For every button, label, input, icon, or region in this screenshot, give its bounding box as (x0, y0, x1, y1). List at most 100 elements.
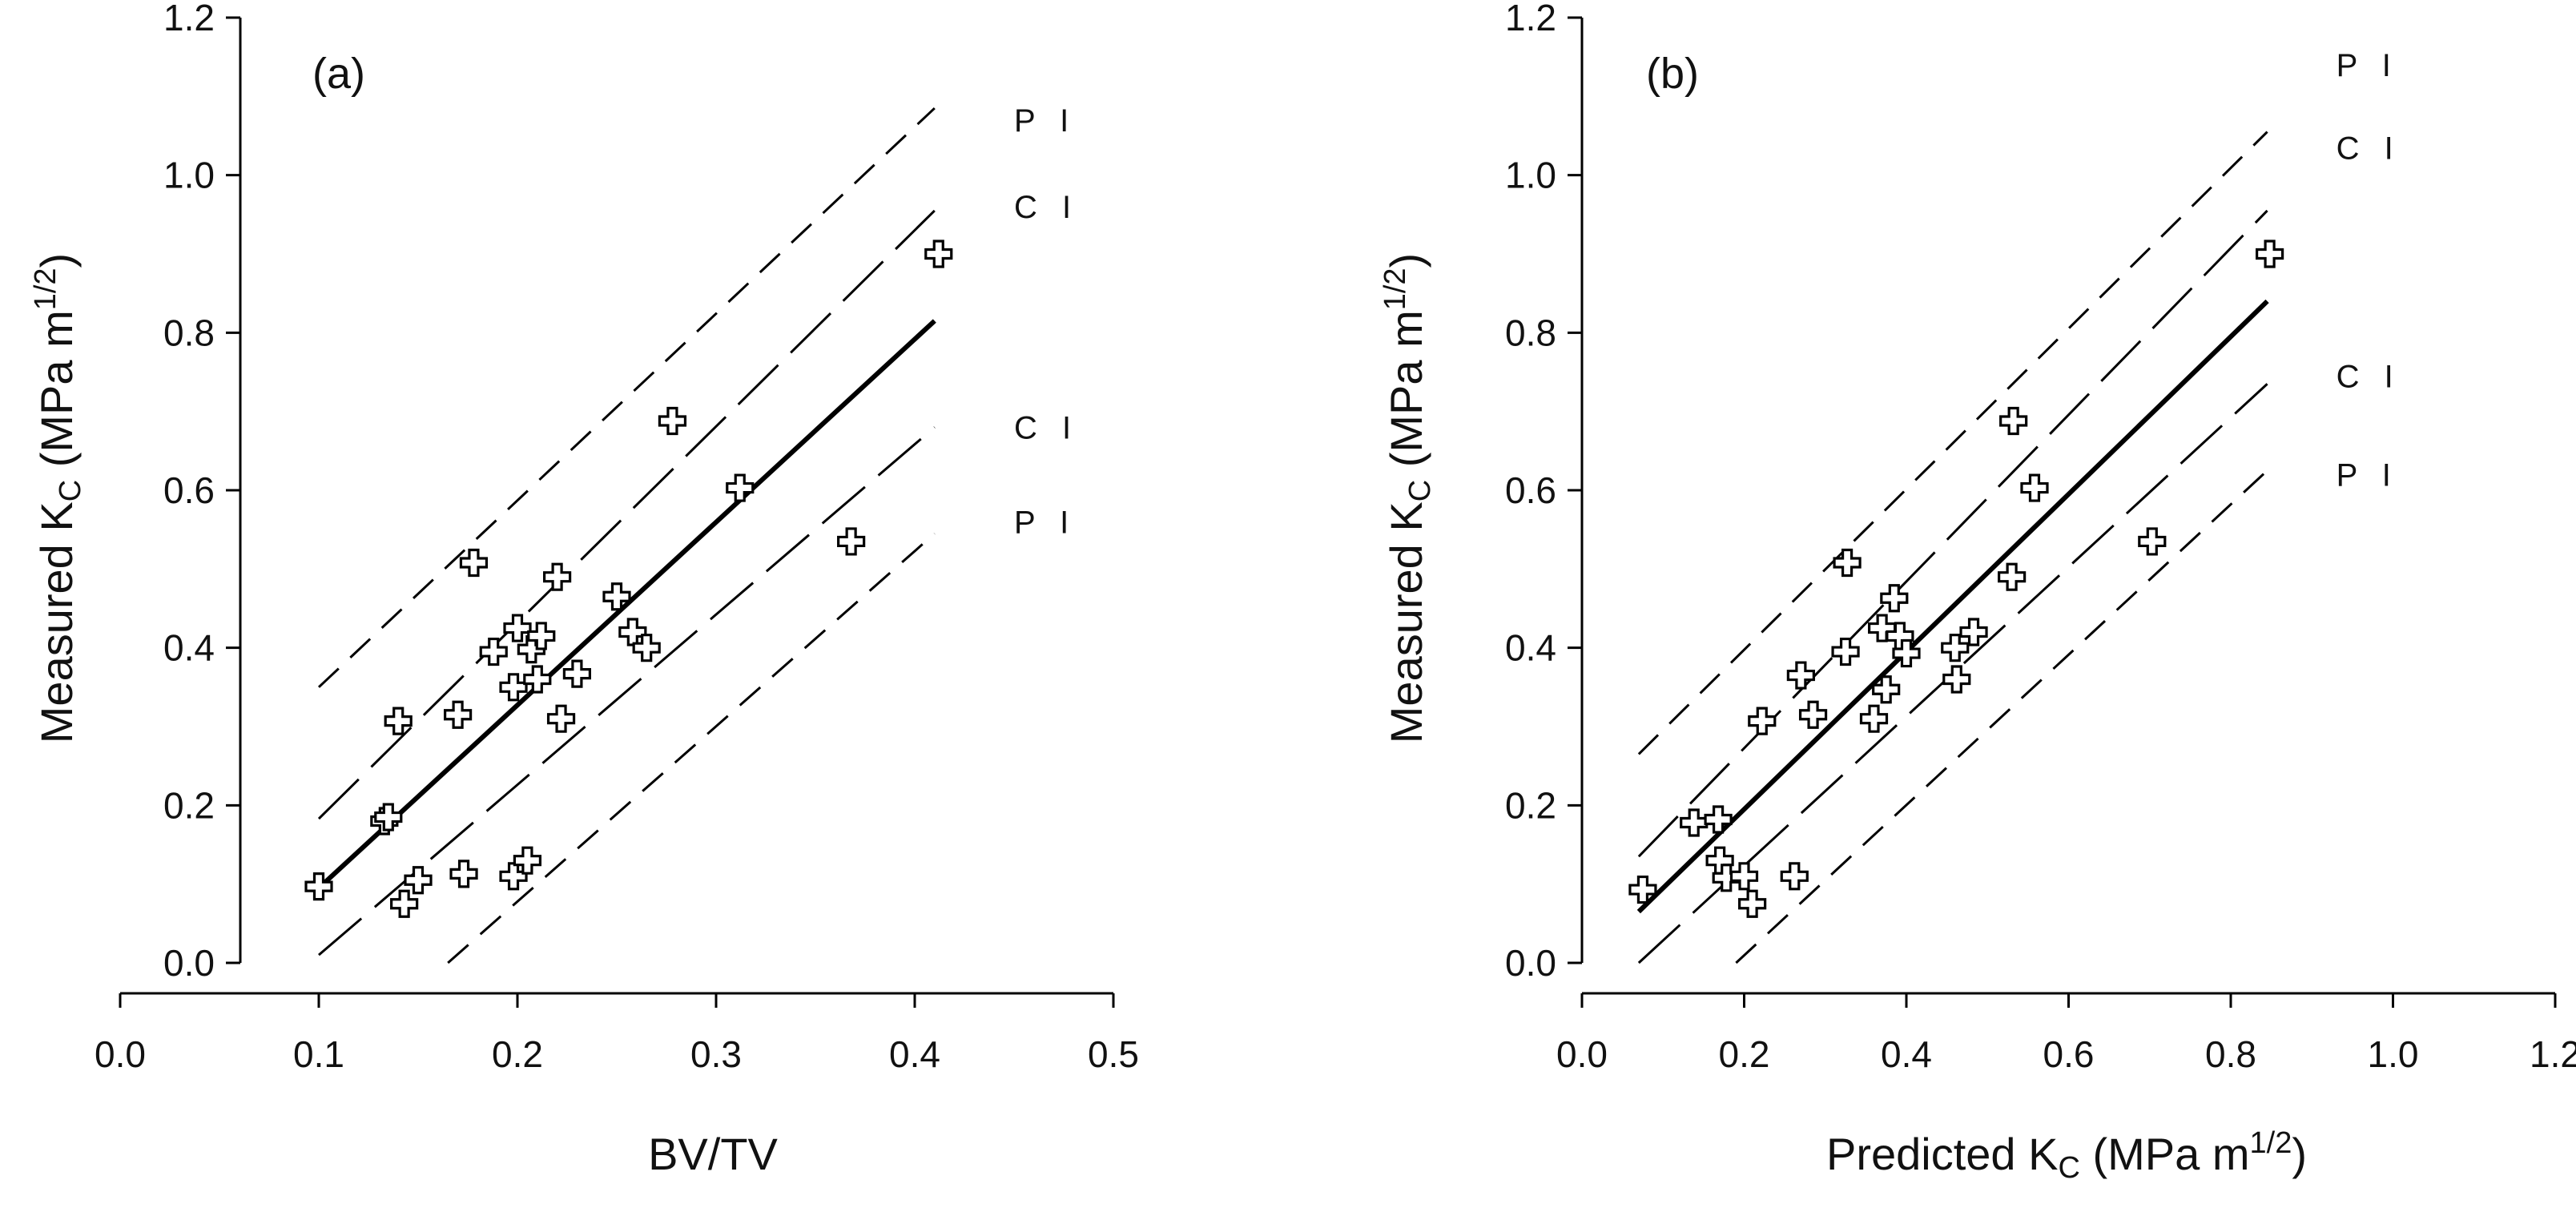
data-point (2256, 240, 2284, 268)
data-point (513, 846, 541, 875)
data-point (2138, 527, 2167, 556)
data-point (1786, 661, 1815, 690)
data-point (602, 582, 631, 611)
ci-lower-line (1637, 383, 2268, 964)
panel-label: (b) (1646, 50, 1699, 98)
x-tick-label: 0.5 (1088, 1033, 1139, 1075)
x-tick-label: 0.0 (1556, 1033, 1608, 1075)
data-point (726, 473, 755, 502)
regression-line (316, 319, 936, 890)
x-tick-label: 0.3 (690, 1033, 742, 1075)
panel-label: (a) (312, 50, 365, 98)
data-point (1831, 637, 1860, 666)
data-point (1833, 548, 1862, 578)
y-axis-label: Measured KC (MPa m1/2) (29, 253, 87, 743)
data-point (1999, 406, 2028, 436)
data-point (1729, 862, 1759, 891)
band-label: C I (1014, 410, 1079, 445)
data-point (499, 862, 528, 891)
data-point (1892, 638, 1921, 668)
x-axis-label-units-pre: (MPa m (2080, 1129, 2250, 1179)
band-label: P I (1014, 505, 1077, 540)
y-axis-label-units-post: ) (31, 253, 82, 268)
band-label: P I (1014, 103, 1077, 139)
data-point (658, 406, 687, 436)
data-point (1998, 562, 2027, 591)
y-tick-label: 0.4 (163, 627, 215, 669)
x-tick-label: 0.2 (1719, 1033, 1770, 1075)
data-point (384, 707, 413, 735)
data-point (1880, 584, 1909, 613)
data-point (404, 866, 433, 895)
y-tick-label: 1.0 (163, 155, 215, 196)
data-point (479, 637, 508, 666)
x-axis-label-units-post: ) (2292, 1129, 2307, 1179)
data-point (523, 665, 552, 694)
y-tick-label: 0.6 (1505, 469, 1556, 511)
x-axis-label: Predicted KC (MPa m1/2) (1826, 1126, 2307, 1184)
data-point (444, 700, 473, 729)
band-label: P I (2337, 48, 2399, 83)
x-tick-label: 1.2 (2530, 1033, 2576, 1075)
data-point (390, 889, 419, 918)
y-tick-label: 1.0 (1505, 155, 1556, 196)
y-axis-label-units-pre: (MPa m (31, 310, 82, 480)
y-axis-label-sup: 1/2 (29, 268, 62, 310)
data-point (1859, 704, 1889, 733)
data-point (499, 673, 528, 702)
y-tick-label: 0.8 (163, 312, 215, 353)
x-tick-label: 0.4 (889, 1033, 940, 1075)
ci-upper-line (1637, 209, 2268, 858)
ci-lower-line (318, 426, 936, 956)
panel-a: 0.0 0.2 0.4 0.6 0.8 1.0 1.2 0.0 0.1 0.2 0.3 0.4 0.5 B… (29, 0, 1139, 1179)
data-point (1872, 675, 1901, 704)
y-tick-label: 0.0 (163, 942, 215, 984)
y-tick-label: 0.6 (163, 469, 215, 511)
data-point (562, 659, 591, 688)
data-point (503, 614, 532, 642)
x-tick-label: 0.8 (2205, 1033, 2256, 1075)
y-axis-label-units-pre: (MPa m (1381, 310, 1431, 480)
pi-lower-line (1735, 469, 2268, 964)
y-axis-label-sup: 1/2 (1379, 268, 1412, 310)
y-tick-label: 0.4 (1505, 627, 1556, 669)
data-point (1704, 805, 1733, 834)
y-tick-label: 0.2 (1505, 784, 1556, 826)
y-axis-label-base: Measured K (1381, 501, 1431, 743)
pi-lower-line (447, 532, 936, 964)
y-tick-label: 0.0 (1505, 942, 1556, 984)
x-axis-label-sub: C (2059, 1151, 2080, 1185)
y-tick-label: 0.8 (1505, 312, 1556, 353)
y-axis-label: Measured KC (MPa m1/2) (1379, 253, 1436, 743)
data-point (1738, 889, 1767, 918)
x-tick-label: 0.4 (1881, 1033, 1932, 1075)
y-axis-label-units-post: ) (1381, 253, 1431, 268)
data-point (1780, 862, 1809, 891)
x-axis-label-sup: 1/2 (2250, 1126, 2292, 1160)
x-tick-label: 0.1 (293, 1033, 344, 1075)
y-tick-label: 1.2 (1505, 0, 1556, 38)
data-point (1680, 808, 1709, 837)
y-axis-label-sub: C (1403, 480, 1437, 501)
pi-upper-line (1637, 131, 2268, 755)
y-tick-label: 0.2 (163, 784, 215, 826)
data-point (1748, 707, 1777, 735)
data-point (543, 562, 572, 591)
data-point (1798, 700, 1828, 729)
band-label: P I (2337, 457, 2399, 493)
x-tick-label: 0.0 (95, 1033, 146, 1075)
data-point (2020, 473, 2049, 502)
y-axis-label-base: Measured K (31, 501, 82, 743)
data-point (1941, 634, 1970, 662)
x-axis-label: BV/TV (648, 1129, 778, 1179)
band-label: C I (1014, 190, 1079, 225)
x-tick-label: 0.2 (492, 1033, 543, 1075)
ci-upper-line (317, 209, 936, 820)
x-tick-label: 0.6 (2043, 1033, 2095, 1075)
data-point (924, 240, 953, 268)
panel-b: 0.0 0.2 0.4 0.6 0.8 1.0 1.2 0.0 0.2 0.4 0.6 0.8 1.0 1… (1379, 0, 2576, 1185)
band-label: C I (2337, 359, 2401, 394)
data-point (1628, 875, 1657, 904)
regression-line (1636, 299, 2269, 914)
